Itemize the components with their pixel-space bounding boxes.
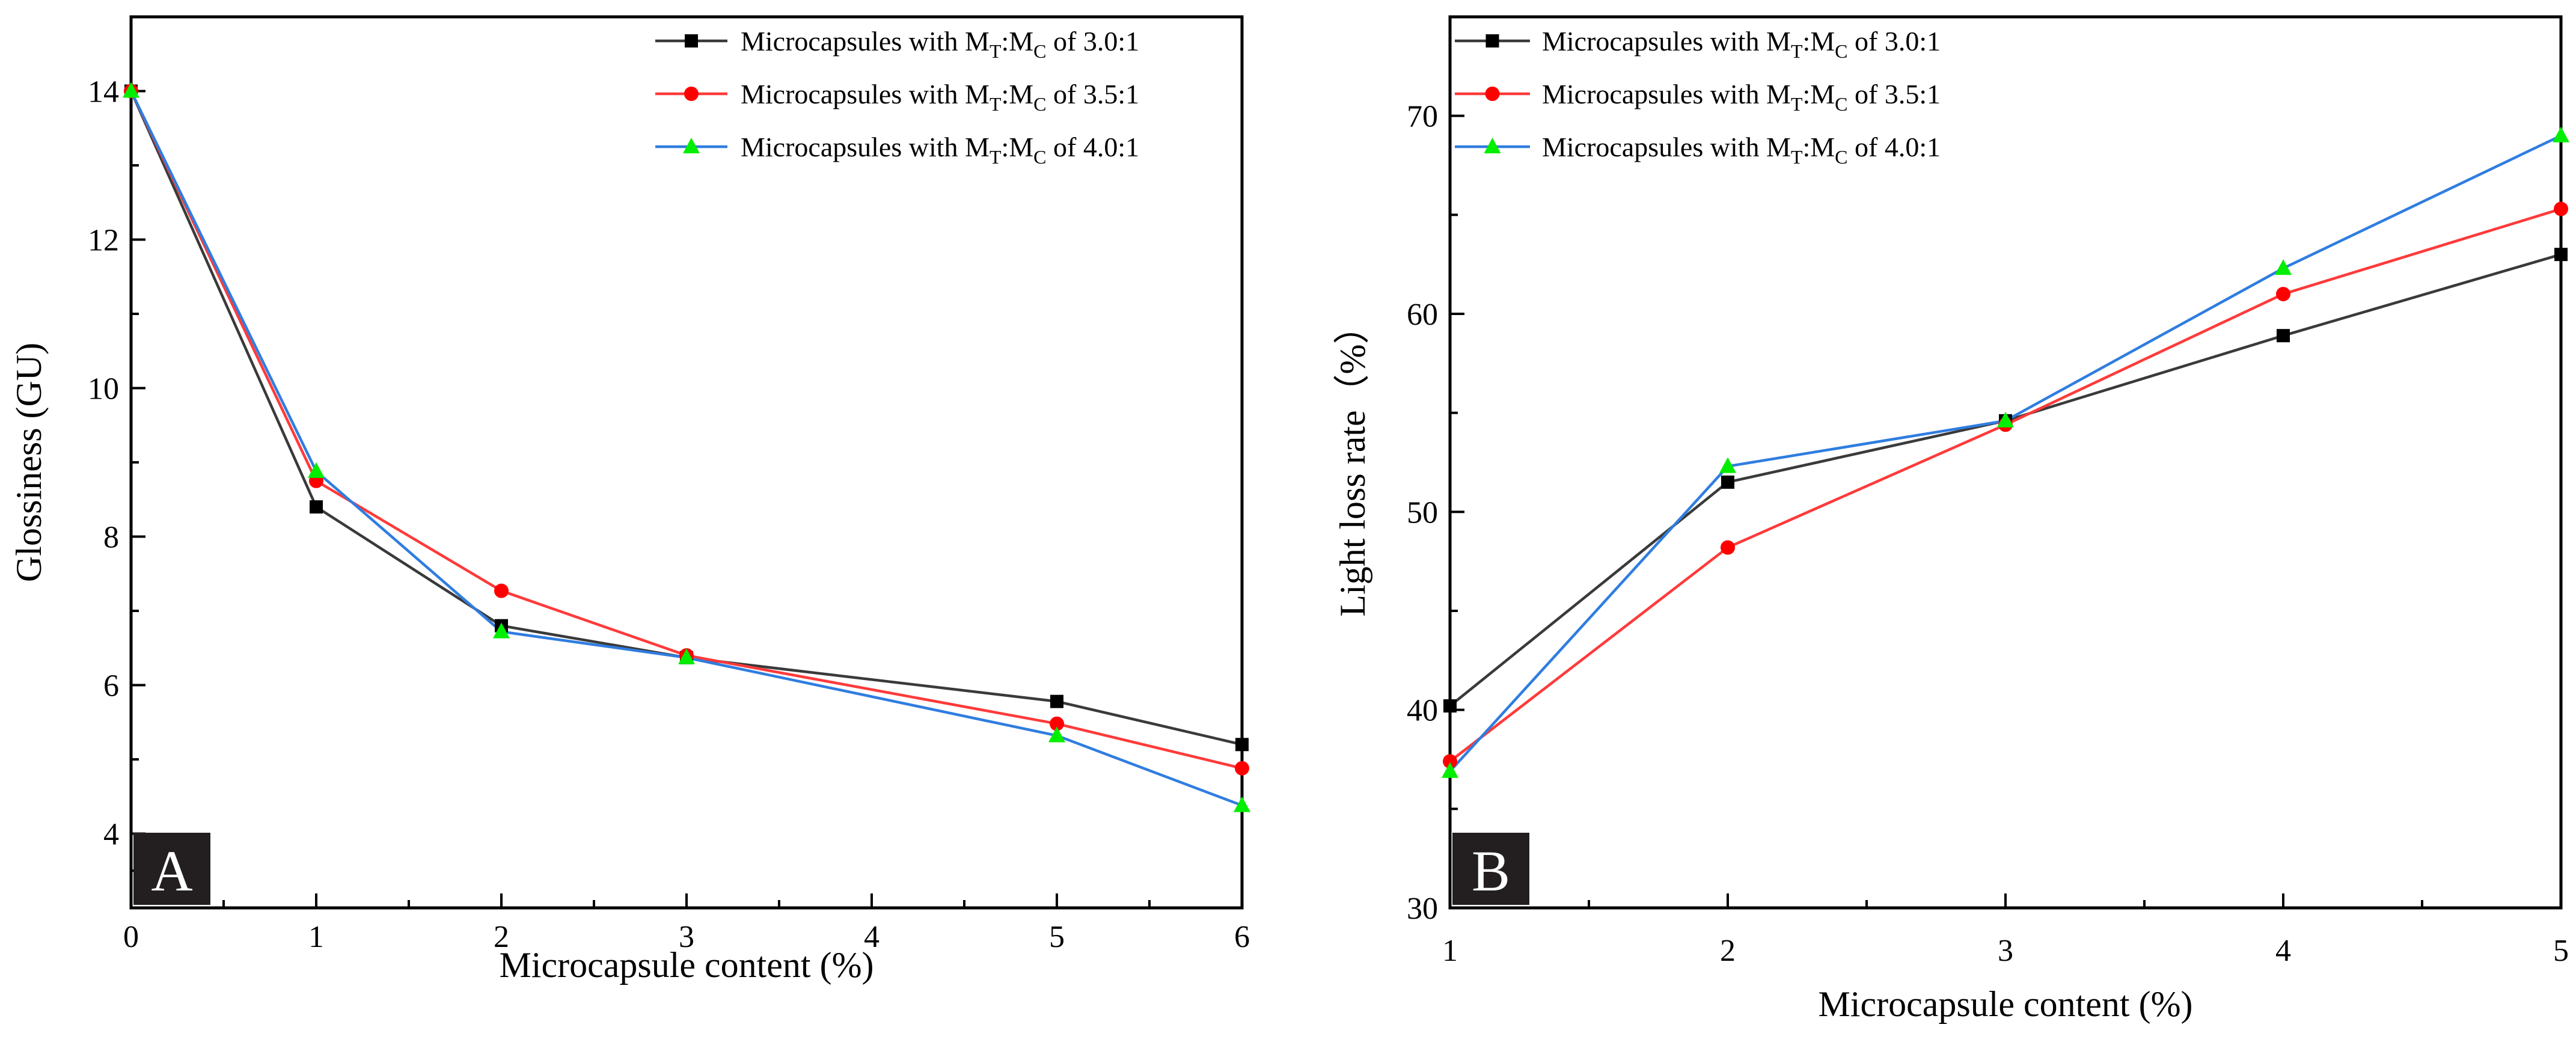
chart-a-ytick-label: 4 [103, 818, 119, 852]
chart-b-ytick-label: 40 [1407, 694, 1438, 728]
chart-a-xtick-label: 3 [679, 920, 694, 954]
chart-a-xlabel: Microcapsule content (%) [499, 945, 873, 985]
chart-b-series-3-point [2553, 126, 2569, 142]
chart-a-ytick-label: 12 [88, 224, 119, 258]
chart-a-series-1-point [1235, 738, 1249, 752]
chart-b-ylabel: Light loss rate（%） [1333, 308, 1372, 616]
chart-b-series-1-point [1721, 475, 1734, 489]
chart-b-legend: Microcapsules with MT:MC of 3.0:1 Microca… [1455, 26, 1941, 168]
chart-b-ytick-label: 60 [1407, 298, 1438, 332]
chart-b-series [1442, 126, 2569, 778]
chart-a-xtick-label: 0 [123, 920, 139, 954]
chart-b-legend-label-1: Microcapsules with MT:MC of 3.0:1 [1542, 26, 1941, 62]
chart-a-panel-badge: A [133, 833, 210, 905]
chart-b-panel-badge-bg [1452, 833, 1529, 905]
chart-a-xtick-label: 4 [864, 920, 880, 954]
chart-a-ylabel: Glossiness (GU) [9, 343, 49, 582]
chart-b-ytick-label: 50 [1407, 495, 1438, 530]
chart-b-series-3-point [1442, 762, 1458, 778]
chart-b-xtick-label: 4 [2275, 934, 2291, 968]
chart-a-xtick-label: 2 [494, 920, 509, 954]
chart-b-ytick-label: 70 [1407, 100, 1438, 134]
chart-b-xtick-label: 5 [2553, 934, 2569, 968]
chart-b-series-3-point [1997, 411, 2014, 427]
chart-a-series-3-point [1048, 726, 1065, 743]
chart-b-panel-badge: B [1452, 833, 1529, 905]
chart-a-series-3-point [1234, 796, 1250, 812]
chart-a-legend: Microcapsules with MT:MC of 3.0:1 Microca… [655, 26, 1139, 168]
chart-a-series-2-point [494, 583, 509, 598]
chart-a-legend-label-2: Microcapsules with MT:MC of 3.5:1 [741, 79, 1139, 115]
chart-b-ticks: 1 2 3 4 5 30 40 50 60 70 [1407, 100, 2569, 968]
chart-a-series-3-point [123, 82, 139, 98]
chart-b-series-1-point [1443, 699, 1457, 713]
chart-a-series-1-line [129, 90, 1243, 746]
chart-b: 1 2 3 4 5 30 40 50 60 70 Microcapsules with MT:MC… [1333, 15, 2569, 1024]
chart-b-xlabel: Microcapsule content (%) [1818, 984, 2192, 1024]
chart-b-series-1-point [2277, 329, 2290, 343]
chart-b-series-3-point [1719, 457, 1736, 473]
chart-b-xtick-label: 2 [1720, 934, 1736, 968]
chart-a-series [123, 82, 1250, 812]
chart-b-series-1-point [2554, 248, 2568, 262]
chart-a-series-2-line [129, 90, 1243, 770]
chart-a-series-3-point [308, 462, 325, 478]
chart-a-series-1-point [310, 500, 323, 514]
chart-b-legend-marker [1485, 34, 1499, 47]
chart-b-xtick-label: 3 [1998, 934, 2013, 968]
chart-b-xtick-label: 1 [1442, 934, 1458, 968]
chart-b-legend-label-3: Microcapsules with MT:MC of 4.0:1 [1542, 132, 1941, 168]
chart-a-legend-label-1: Microcapsules with MT:MC of 3.0:1 [741, 26, 1139, 62]
chart-a-legend-marker [685, 34, 698, 47]
chart-a-xtick-label: 1 [308, 920, 324, 954]
chart-a-series-2-point [1050, 716, 1064, 731]
chart-a-series-3-point [678, 648, 695, 664]
chart-b-panel-letter: B [1472, 839, 1510, 903]
chart-b-legend-marker [1485, 87, 1500, 101]
chart-a-legend-marker [683, 138, 700, 153]
chart-a-legend-label-3: Microcapsules with MT:MC of 4.0:1 [741, 132, 1139, 168]
chart-a-panel-letter: A [151, 839, 192, 903]
chart-b-series-2-point [1721, 540, 1735, 555]
chart-b-ytick-label: 30 [1407, 892, 1438, 926]
chart-a-panel-badge-bg [133, 833, 210, 905]
chart-b-legend-marker [1484, 138, 1501, 153]
chart-b-series-3-point [2275, 259, 2292, 275]
chart-a-xtick-label: 5 [1049, 920, 1065, 954]
chart-a-ytick-label: 10 [88, 372, 119, 406]
chart-b-series-2-point [1443, 754, 1457, 769]
chart-a-ytick-label: 6 [103, 669, 119, 703]
chart-a-series-3-line [129, 90, 1243, 807]
chart-a-series-2-point [1235, 761, 1249, 776]
chart-a-legend-marker [684, 87, 699, 101]
chart-a-series-3-point [493, 622, 510, 639]
chart-b-series-2-point [2276, 287, 2290, 302]
chart-b-series-2-point [2554, 201, 2568, 216]
chart-a-ytick-label: 8 [103, 521, 119, 555]
chart-a-ytick-label: 14 [88, 75, 119, 109]
chart-a-xtick-label: 6 [1234, 920, 1250, 954]
chart-b-legend-label-2: Microcapsules with MT:MC of 3.5:1 [1542, 79, 1941, 115]
chart-a-series-1-point [1050, 694, 1063, 708]
